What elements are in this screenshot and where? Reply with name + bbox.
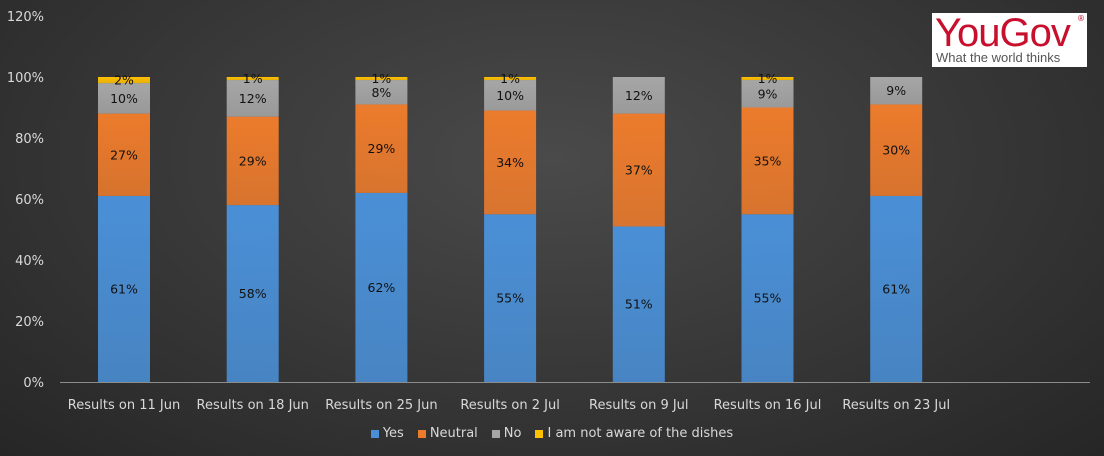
legend-label: No (503, 426, 522, 441)
bar-segment (612, 113, 665, 227)
data-label: 27% (110, 147, 138, 162)
bar-segment (741, 80, 794, 108)
data-label: 30% (882, 143, 910, 158)
data-label: 9% (886, 83, 906, 98)
data-label: 1% (371, 71, 391, 86)
bar-segment (741, 77, 794, 81)
data-label: 34% (496, 155, 524, 170)
y-tick-label: 60% (15, 193, 44, 208)
bar-segment (612, 226, 665, 382)
bar-segment (355, 80, 408, 105)
y-tick-label: 120% (7, 10, 44, 25)
bar-segment (741, 214, 794, 382)
data-label: 10% (496, 88, 524, 103)
bar-segment (484, 80, 537, 111)
data-label: 62% (368, 280, 396, 295)
x-tick-label: Results on 25 Jun (325, 398, 437, 413)
data-label: 51% (625, 297, 653, 312)
data-label: 61% (110, 281, 138, 296)
data-label: 61% (882, 281, 910, 296)
legend-item: Yes (370, 426, 404, 441)
legend-label: I am not aware of the dishes (547, 426, 734, 441)
bar-segment (98, 77, 150, 84)
data-label: 9% (758, 86, 778, 101)
data-label: 12% (239, 91, 267, 106)
y-tick-label: 20% (15, 315, 44, 330)
logo-tagline: What the world thinks (936, 50, 1061, 65)
yougov-logo: YouGov ® What the world thinks (932, 11, 1087, 67)
bar-segment (355, 104, 408, 193)
legend-label: Yes (382, 426, 404, 441)
data-label: 8% (371, 85, 391, 100)
data-label: 55% (754, 291, 782, 306)
bar-segment (355, 192, 408, 382)
data-label: 10% (110, 91, 138, 106)
bar-segment (484, 110, 537, 215)
data-label: 29% (239, 153, 267, 168)
logo-registered-mark: ® (1077, 14, 1085, 23)
legend-item: I am not aware of the dishes (535, 426, 733, 441)
data-label: 55% (496, 291, 524, 306)
x-tick-label: Results on 16 Jul (714, 398, 822, 413)
legend-swatch (417, 429, 426, 438)
bar-segment (226, 80, 279, 117)
bar-segment (484, 77, 537, 81)
data-label: 12% (625, 88, 653, 103)
bar-segment (355, 77, 408, 81)
data-label: 37% (625, 163, 653, 178)
bar-segment (226, 205, 279, 382)
legend-label: Neutral (429, 426, 478, 441)
y-tick-label: 80% (15, 132, 44, 147)
x-tick-label: Results on 9 Jul (589, 398, 689, 413)
bar-segment (870, 195, 923, 382)
y-tick-label: 40% (15, 254, 44, 269)
bar-segment (870, 104, 923, 196)
x-tick-label: Results on 2 Jul (460, 398, 560, 413)
legend-swatch (370, 429, 379, 438)
bar-segment (98, 195, 150, 382)
legend-item: Neutral (417, 426, 478, 441)
legend-swatch (491, 429, 500, 438)
data-label: 1% (500, 71, 520, 86)
y-tick-label: 100% (7, 71, 44, 86)
bar-segment (98, 113, 150, 196)
bar-segment (870, 77, 923, 105)
data-label: 1% (243, 71, 263, 86)
legend-swatch (535, 429, 544, 438)
stacked-bar-chart: 0% 20% 40% 60% 80% 100% 120% 61% 27% 10% 2% Results… (7, 10, 1090, 413)
bar-segment (612, 77, 665, 114)
data-label: 29% (368, 141, 396, 156)
bar-segment (741, 107, 794, 215)
x-tick-label: Results on 18 Jun (197, 398, 309, 413)
logo-brand: YouGov (935, 11, 1071, 55)
bar-segment (98, 83, 150, 114)
legend-item: No (491, 426, 522, 441)
data-label: 58% (239, 286, 267, 301)
bar-segment (226, 116, 279, 206)
data-label: 1% (758, 71, 778, 86)
x-tick-label: Results on 11 Jun (68, 398, 180, 413)
data-label: 2% (114, 73, 134, 88)
bar-segment (226, 77, 279, 81)
x-tick-label: Results on 23 Jul (842, 398, 950, 413)
y-tick-label: 0% (23, 376, 44, 391)
data-label: 35% (754, 153, 782, 168)
bar-segment (484, 214, 537, 382)
chart-legend: Yes Neutral No I am not aware of the dishes (0, 426, 1104, 441)
